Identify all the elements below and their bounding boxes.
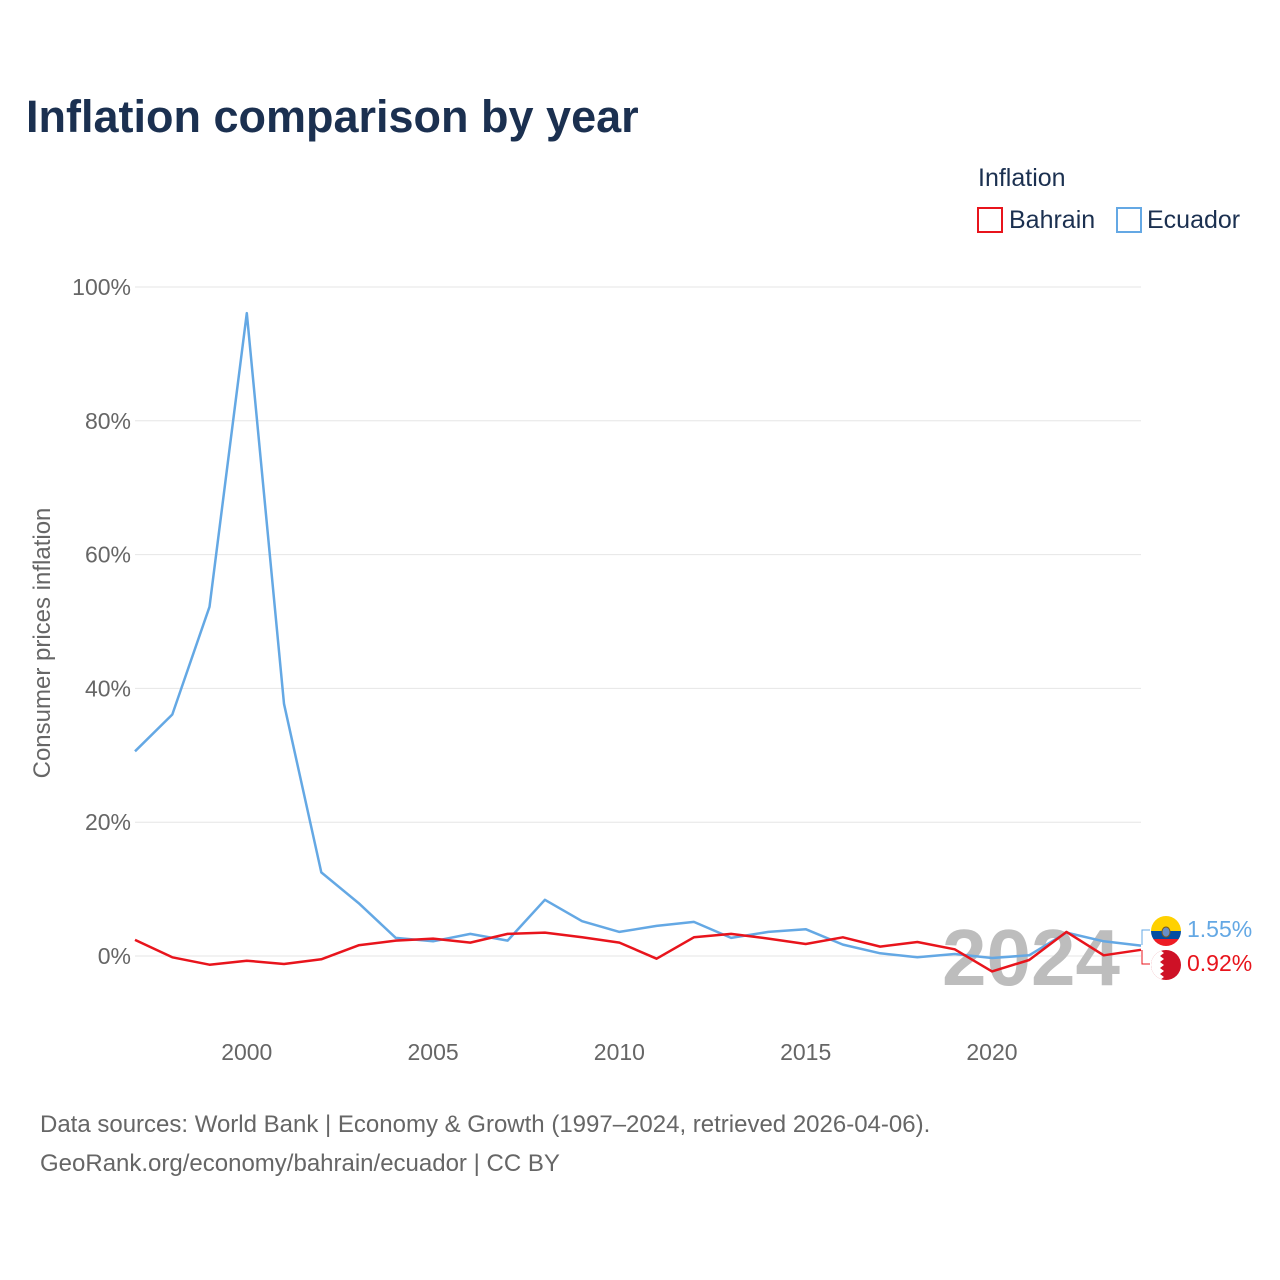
y-tick-label: 0% [98, 943, 131, 969]
chart-title: Inflation comparison by year [26, 91, 639, 142]
legend-swatch-ecuador [1116, 207, 1142, 233]
gridlines [135, 286, 1141, 957]
x-tick-label: 2015 [780, 1039, 831, 1065]
x-tick-label: 2020 [966, 1039, 1017, 1065]
legend: Inflation Bahrain Ecuador [977, 164, 1240, 234]
x-tick-label: 2010 [594, 1039, 645, 1065]
end-label-ecuador-value: 1.55% [1187, 916, 1252, 942]
series-line-ecuador[interactable] [134, 311, 1142, 960]
x-axis-ticks: 2000 2005 2010 2015 2020 [221, 1039, 1017, 1065]
legend-label-bahrain: Bahrain [1009, 206, 1095, 234]
y-axis-ticks: 0% 20% 40% 60% 80% 100% [72, 274, 131, 969]
y-tick-label: 40% [85, 675, 131, 701]
series-line-bahrain[interactable] [134, 930, 1142, 973]
ecuador-leader-line [1141, 929, 1150, 945]
legend-title: Inflation [978, 164, 1066, 192]
footer-source: Data sources: World Bank | Economy & Gro… [40, 1111, 930, 1138]
legend-swatch-bahrain [977, 207, 1003, 233]
ecuador-flag-icon [1151, 916, 1181, 946]
end-label-ecuador: 1.55% [1141, 916, 1252, 946]
y-tick-label: 20% [85, 809, 131, 835]
legend-item-bahrain[interactable]: Bahrain [977, 206, 1095, 234]
bahrain-flag-icon [1151, 950, 1181, 980]
legend-item-ecuador[interactable]: Ecuador [1116, 206, 1240, 234]
series-lines [134, 311, 1142, 973]
y-tick-label: 80% [85, 408, 131, 434]
x-tick-label: 2005 [407, 1039, 458, 1065]
x-tick-label: 2000 [221, 1039, 272, 1065]
footer-link[interactable]: GeoRank.org/economy/bahrain/ecuador | CC… [40, 1150, 560, 1177]
y-tick-label: 60% [85, 542, 131, 568]
bahrain-leader-line [1141, 950, 1150, 965]
end-label-bahrain: 0.92% [1141, 950, 1252, 980]
end-label-bahrain-value: 0.92% [1187, 950, 1252, 976]
y-tick-label: 100% [72, 274, 131, 300]
legend-label-ecuador: Ecuador [1147, 206, 1240, 234]
y-axis-title: Consumer prices inflation [29, 508, 56, 779]
